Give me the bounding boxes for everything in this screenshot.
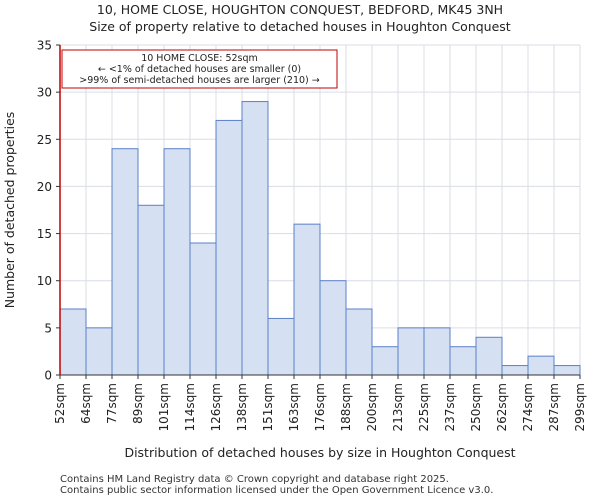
y-tick-label: 15 bbox=[37, 227, 52, 241]
x-tick-label: 101sqm bbox=[157, 383, 171, 431]
y-tick-label: 5 bbox=[44, 321, 52, 335]
y-tick-label: 30 bbox=[37, 86, 52, 100]
histogram-bar bbox=[319, 280, 347, 376]
annotation-line: 10 HOME CLOSE: 52sqm bbox=[141, 53, 258, 64]
chart-subtitle: Size of property relative to detached ho… bbox=[89, 19, 511, 34]
x-tick-label: 250sqm bbox=[469, 383, 483, 431]
histogram-bar bbox=[475, 336, 503, 376]
y-tick-label: 35 bbox=[37, 39, 52, 53]
footer-copyright: Contains HM Land Registry data © Crown c… bbox=[60, 474, 449, 485]
histogram-bar bbox=[371, 346, 399, 376]
x-tick-label: 163sqm bbox=[287, 383, 301, 431]
x-tick-label: 287sqm bbox=[547, 383, 561, 431]
histogram-bar bbox=[345, 308, 373, 376]
histogram-bar bbox=[85, 327, 113, 376]
y-tick-label: 25 bbox=[37, 133, 52, 147]
histogram-bar bbox=[59, 308, 87, 376]
histogram-bar bbox=[137, 204, 165, 376]
x-axis-title: Distribution of detached houses by size … bbox=[124, 445, 515, 460]
histogram-bar bbox=[189, 242, 217, 376]
histogram-bar bbox=[215, 119, 243, 376]
histogram-bar bbox=[527, 355, 555, 376]
x-tick-label: 225sqm bbox=[417, 383, 431, 431]
x-tick-label: 274sqm bbox=[521, 383, 535, 431]
x-tick-label: 213sqm bbox=[391, 383, 405, 431]
histogram-bar bbox=[423, 327, 451, 376]
x-tick-label: 200sqm bbox=[365, 383, 379, 431]
footer-licence: Contains public sector information licen… bbox=[60, 485, 494, 496]
x-tick-label: 237sqm bbox=[443, 383, 457, 431]
x-tick-label: 138sqm bbox=[235, 383, 249, 431]
x-tick-label: 299sqm bbox=[573, 383, 587, 431]
x-tick-label: 262sqm bbox=[495, 383, 509, 431]
annotation-line: >99% of semi-detached houses are larger … bbox=[79, 75, 320, 86]
histogram-bar bbox=[553, 365, 581, 376]
x-tick-label: 77sqm bbox=[105, 383, 119, 424]
annotation-line: ← <1% of detached houses are smaller (0) bbox=[98, 64, 301, 75]
histogram-bar bbox=[449, 346, 477, 376]
x-tick-label: 176sqm bbox=[313, 383, 327, 431]
chart-title: 10, HOME CLOSE, HOUGHTON CONQUEST, BEDFO… bbox=[96, 2, 504, 17]
x-tick-label: 64sqm bbox=[79, 383, 93, 424]
y-axis-title: Number of detached properties bbox=[2, 112, 17, 309]
x-tick-label: 114sqm bbox=[183, 383, 197, 431]
y-tick-label: 20 bbox=[37, 180, 52, 194]
x-tick-label: 126sqm bbox=[209, 383, 223, 431]
histogram-bar bbox=[293, 223, 321, 376]
annotation-box bbox=[61, 49, 338, 89]
histogram-bar bbox=[501, 365, 529, 376]
histogram-bar bbox=[267, 317, 295, 376]
x-tick-label: 151sqm bbox=[261, 383, 275, 431]
histogram-bar bbox=[241, 101, 269, 376]
x-tick-label: 52sqm bbox=[53, 383, 67, 424]
y-tick-label: 0 bbox=[44, 369, 52, 383]
histogram-bar bbox=[111, 148, 139, 376]
histogram-bar bbox=[397, 327, 425, 376]
histogram-bar bbox=[163, 148, 191, 376]
x-tick-label: 89sqm bbox=[131, 383, 145, 424]
y-tick-label: 10 bbox=[37, 274, 52, 288]
x-tick-label: 188sqm bbox=[339, 383, 353, 431]
